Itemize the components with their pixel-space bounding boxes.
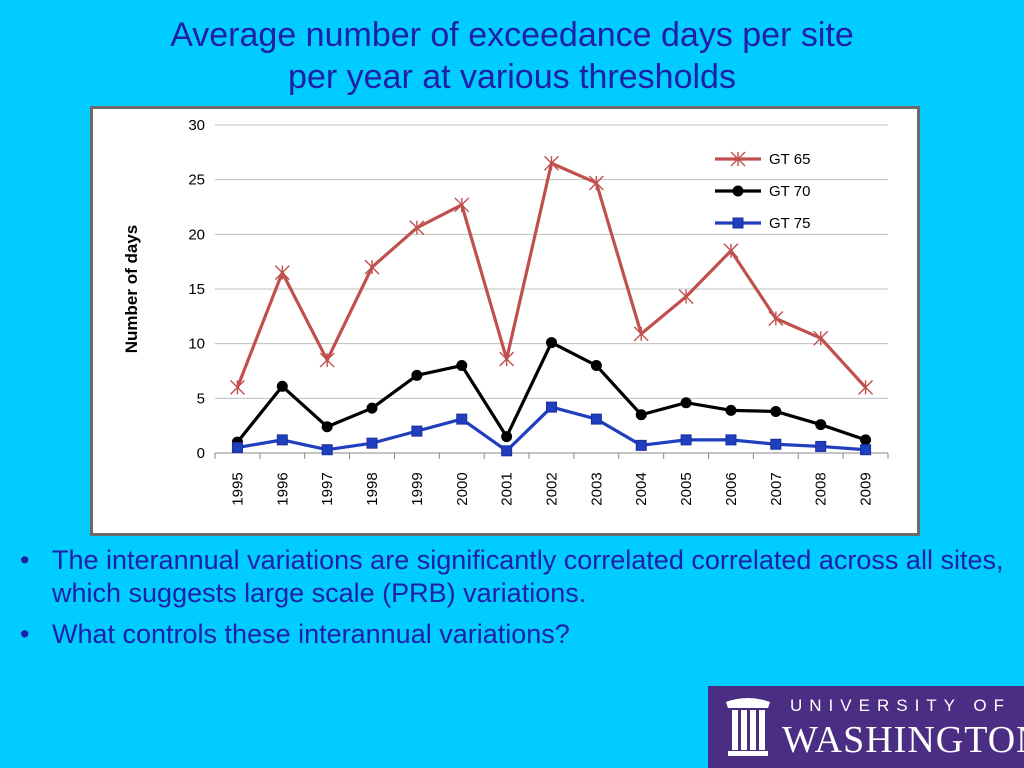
university-logo: UNIVERSITY OF WASHINGTON [708, 686, 1024, 768]
data-point [456, 413, 468, 425]
data-point [588, 175, 604, 191]
data-point [725, 434, 737, 446]
data-point [544, 155, 559, 171]
bullet-list: • The interannual variations are signifi… [20, 544, 1020, 659]
data-point [725, 404, 737, 416]
data-point [229, 379, 245, 395]
y-tick-label: 5 [197, 390, 205, 407]
data-point [633, 326, 649, 342]
x-tick-label: 2009 [858, 472, 875, 505]
legend-marker [732, 185, 744, 197]
x-tick-label: 2005 [678, 472, 695, 505]
data-point [364, 259, 380, 275]
y-tick-label: 10 [188, 336, 205, 353]
data-point [546, 337, 557, 349]
data-point [274, 265, 290, 281]
data-point [678, 289, 694, 305]
data-point [319, 352, 335, 368]
data-point [770, 405, 782, 417]
x-tick-label: 2004 [633, 472, 650, 505]
data-point [366, 402, 378, 414]
x-tick-label: 2007 [768, 472, 785, 505]
slide-title-line-1: Average number of exceedance days per si… [170, 16, 854, 54]
legend-label: GT 70 [769, 183, 810, 200]
data-point [231, 442, 243, 454]
data-point [860, 434, 872, 446]
y-tick-label: 30 [188, 117, 205, 134]
data-point [546, 401, 557, 413]
data-point [321, 444, 333, 456]
legend-label: GT 75 [769, 215, 810, 232]
slide-title-line-2: per year at various thresholds [288, 58, 736, 96]
bullet-dot: • [20, 545, 30, 575]
bullet-text: What controls these interannual variatio… [52, 619, 570, 649]
chart-frame: 0 5 10 15 20 25 30 1995 1996 1997 1998 1999 2000 2001… [90, 106, 920, 536]
data-point [366, 437, 378, 449]
logo-bottom-text: WASHINGTON [782, 719, 1024, 761]
x-tick-label: 1996 [274, 472, 291, 505]
x-tick-label: 2003 [588, 472, 605, 505]
data-point [456, 360, 468, 372]
data-point [590, 360, 602, 372]
data-point [501, 431, 513, 443]
column-emblem-icon [726, 698, 770, 756]
y-tick-label: 0 [197, 445, 205, 462]
x-tick-label: 2000 [454, 472, 471, 505]
data-point [276, 380, 288, 392]
data-point [499, 351, 515, 367]
legend-marker [730, 151, 746, 167]
exceedance-line-chart: 0 5 10 15 20 25 30 1995 1996 1997 1998 1999 2000 2001… [122, 117, 889, 506]
y-tick-label: 25 [188, 172, 205, 189]
data-point [815, 419, 827, 431]
data-point [723, 243, 739, 259]
x-tick-label: 2008 [813, 472, 830, 505]
data-point [321, 421, 333, 433]
bullet-item: • The interannual variations are signifi… [20, 544, 1020, 610]
data-point [454, 197, 470, 213]
data-point [770, 438, 782, 450]
x-tick-label: 2002 [544, 472, 561, 505]
data-point [501, 445, 513, 457]
x-tick-label: 1999 [409, 472, 426, 505]
x-tick-label: 2001 [499, 472, 516, 505]
bullet-dot: • [20, 619, 30, 649]
data-point [680, 397, 692, 409]
y-tick-label: 15 [188, 281, 205, 298]
data-point [590, 413, 602, 425]
data-point [815, 440, 827, 452]
bullet-text: The interannual variations are significa… [52, 545, 1004, 608]
data-point [411, 425, 423, 437]
data-point [860, 444, 872, 456]
legend-marker [732, 217, 744, 229]
x-tick-label: 2006 [723, 472, 740, 505]
data-point [858, 379, 874, 395]
logo-top-text: UNIVERSITY OF [790, 696, 1012, 715]
data-point [635, 439, 647, 451]
legend-label: GT 65 [769, 151, 810, 168]
data-point [635, 409, 647, 421]
x-tick-label: 1995 [229, 472, 246, 505]
data-point [411, 369, 423, 381]
y-tick-label: 20 [188, 226, 205, 243]
data-point [276, 434, 288, 446]
slide-title: Average number of exceedance days per si… [0, 14, 1024, 98]
data-point [768, 311, 784, 327]
bullet-item: • What controls these interannual variat… [20, 618, 1020, 651]
data-point [409, 220, 425, 236]
x-tick-label: 1998 [364, 472, 381, 505]
y-axis-label: Number of days [122, 225, 141, 353]
x-tick-label: 1997 [319, 472, 336, 505]
data-point [680, 434, 692, 446]
data-point [813, 330, 829, 346]
